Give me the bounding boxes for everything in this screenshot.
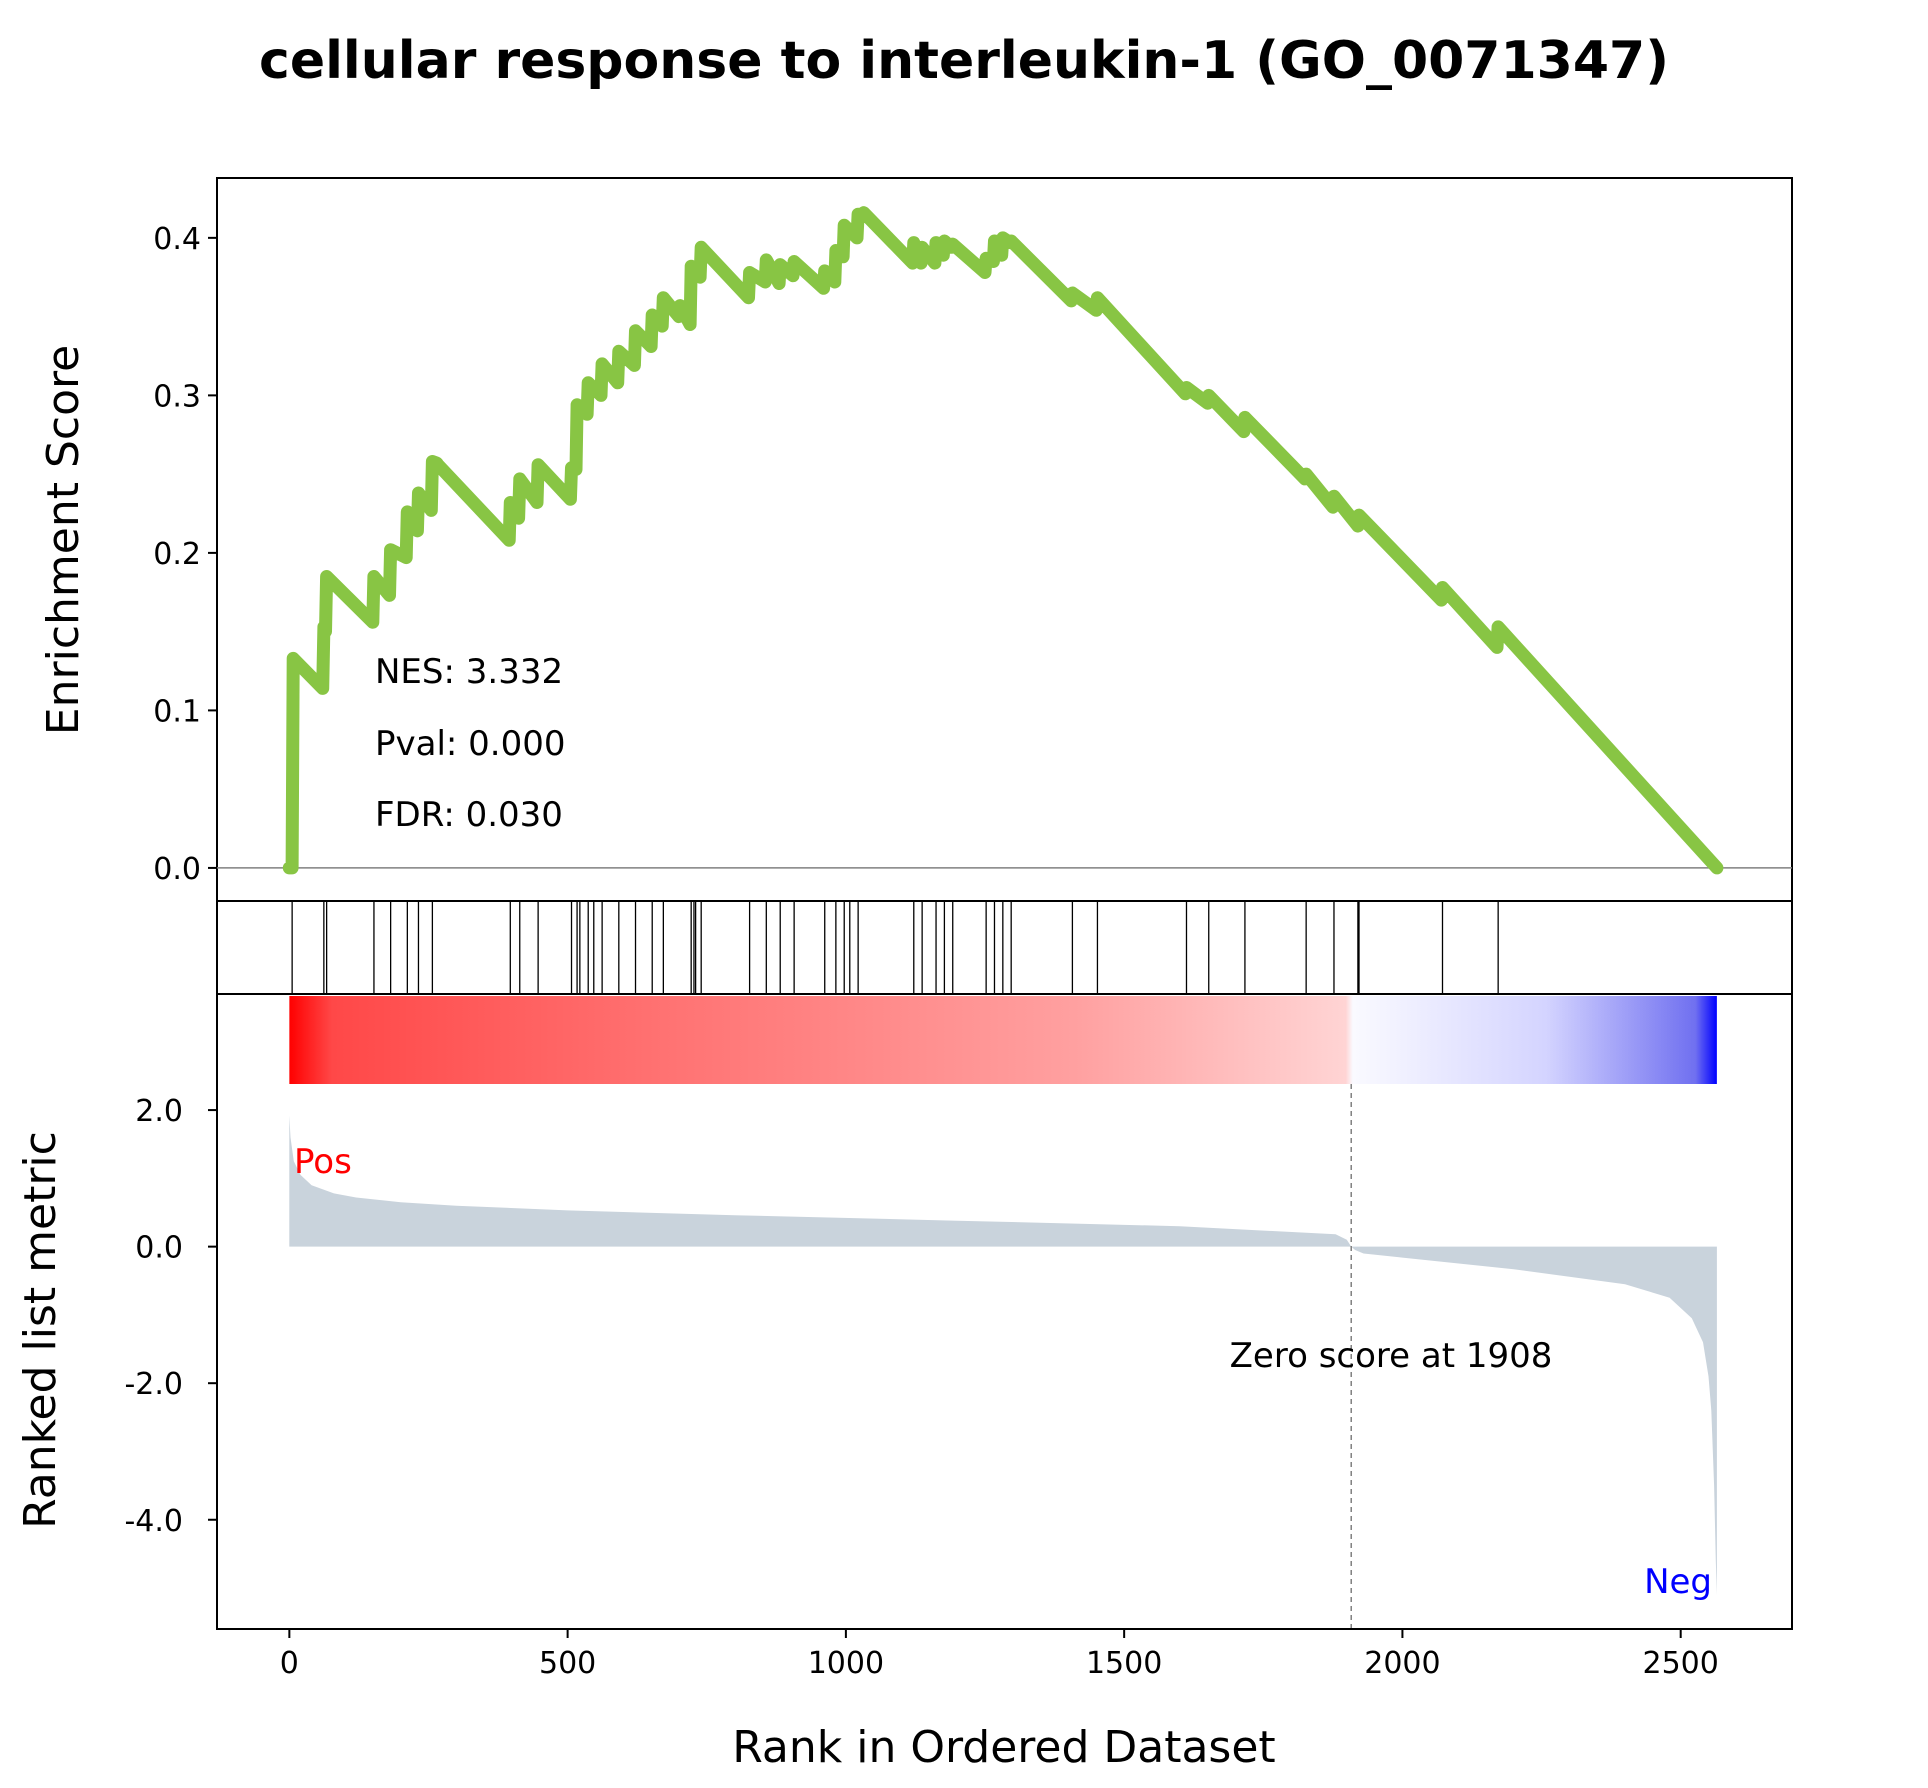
ranked-metric-area <box>289 1115 1717 1595</box>
x-tick-label: 1500 <box>1086 1646 1162 1681</box>
x-tick-label: 1000 <box>808 1646 884 1681</box>
es-y-tick-label: 0.3 <box>153 379 201 414</box>
pval-annotation: Pval: 0.000 <box>375 724 566 764</box>
enrichment-score-panel: 0.0 0.1 0.2 0.3 0.4 NES: 3.332 Pval: 0.000 F… <box>38 177 1793 902</box>
x-tick-label: 0 <box>280 1646 299 1681</box>
x-axis-ticks: 0 500 1000 1500 2000 2500 <box>280 1629 1719 1681</box>
x-axis-label: Rank in Ordered Dataset <box>732 1722 1275 1773</box>
metric-y-tick-label: 0.0 <box>135 1231 183 1266</box>
metric-y-tick-label: -2.0 <box>124 1367 183 1402</box>
ranked-metric-panel: 2.0 0.0 -2.0 -4.0 Pos Neg Zero score at 190… <box>15 993 1793 1630</box>
neg-label: Neg <box>1644 1562 1712 1602</box>
es-y-ticks: 0.0 0.1 0.2 0.3 0.4 <box>153 222 217 887</box>
hits-panel-frame <box>216 900 1793 995</box>
metric-y-ticks: 2.0 0.0 -2.0 -4.0 <box>124 1094 217 1539</box>
metric-panel-frame <box>216 993 1793 1630</box>
chart-title: cellular response to interleukin-1 (GO_0… <box>259 31 1669 91</box>
es-y-tick-label: 0.4 <box>153 222 201 257</box>
es-y-tick-label: 0.0 <box>153 852 201 887</box>
nes-annotation: NES: 3.332 <box>375 652 563 692</box>
es-panel-frame <box>216 177 1793 902</box>
x-tick-label: 500 <box>539 1646 596 1681</box>
es-y-axis-label: Enrichment Score <box>38 345 89 735</box>
x-tick-label: 2000 <box>1364 1646 1440 1681</box>
metric-y-tick-label: -4.0 <box>124 1504 183 1539</box>
gene-hits-panel <box>216 900 1793 995</box>
es-y-tick-label: 0.1 <box>153 694 201 729</box>
x-tick-label: 2500 <box>1643 1646 1719 1681</box>
pos-label: Pos <box>294 1142 352 1182</box>
metric-y-axis-label: Ranked list metric <box>15 1131 66 1529</box>
rank-colorbar <box>289 996 1717 1084</box>
hit-lines <box>291 901 1499 994</box>
metric-y-tick-label: 2.0 <box>135 1094 183 1129</box>
fdr-annotation: FDR: 0.030 <box>375 795 563 835</box>
es-y-tick-label: 0.2 <box>153 537 201 572</box>
es-curve <box>282 206 1724 875</box>
zero-score-label: Zero score at 1908 <box>1230 1336 1553 1376</box>
